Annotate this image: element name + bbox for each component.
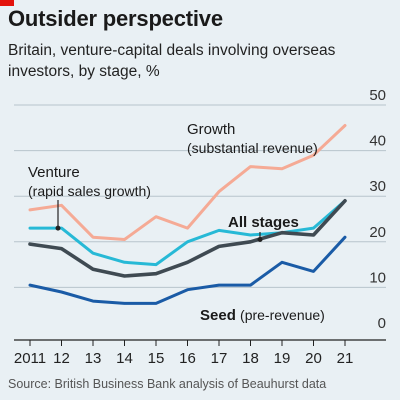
brand-tag (0, 0, 14, 6)
y-tick-label: 50 (369, 87, 386, 104)
gridlines (14, 104, 386, 288)
series-line-venture (28, 199, 347, 267)
chart-subtitle: Britain, venture-capital deals involving… (8, 42, 336, 80)
x-tick-label: 15 (148, 350, 165, 367)
x-tick-label: 18 (242, 350, 259, 367)
x-tick-label: 20 (305, 350, 322, 367)
x-tick-label: 2011 (14, 350, 46, 367)
x-tick-label: 13 (85, 350, 102, 367)
series-label-all-stages: All stages (228, 214, 299, 231)
series-line-growth (28, 124, 347, 241)
x-tick-label: 21 (337, 350, 354, 367)
x-tick-label: 17 (211, 350, 228, 367)
y-axis-tick-labels: 0 10 20 30 40 50 (369, 87, 386, 332)
y-tick-label: 10 (369, 269, 386, 286)
source-note: Source: British Business Bank analysis o… (8, 377, 327, 391)
y-tick-label: 30 (369, 178, 386, 195)
y-tick-label: 0 (378, 315, 386, 332)
x-tick-label: 14 (116, 350, 133, 367)
series-line-all-stages (28, 199, 347, 278)
x-tick-label: 12 (53, 350, 70, 367)
x-tick-label: 19 (274, 350, 291, 367)
x-tick-label: 16 (179, 350, 196, 367)
series-label-seed: Seed (pre-revenue) (200, 307, 325, 324)
all-stages-leader-dot (257, 237, 263, 243)
series-lines (28, 124, 347, 305)
series-label-growth: Growth (187, 121, 235, 138)
series-line-seed (28, 235, 347, 305)
venture-leader-dot (55, 225, 61, 231)
y-tick-label: 20 (369, 224, 386, 241)
series-sublabel-venture: (rapid sales growth) (28, 183, 151, 199)
series-sublabel-growth: (substantial revenue) (187, 140, 318, 156)
y-tick-label: 40 (369, 133, 386, 150)
series-annotations: Growth (substantial revenue) Venture (rapid… (28, 121, 325, 324)
series-label-venture: Venture (28, 164, 80, 181)
x-axis: 2011 12 13 14 15 16 17 18 19 20 21 (14, 339, 386, 367)
chart-title: Outsider perspective (8, 6, 223, 31)
